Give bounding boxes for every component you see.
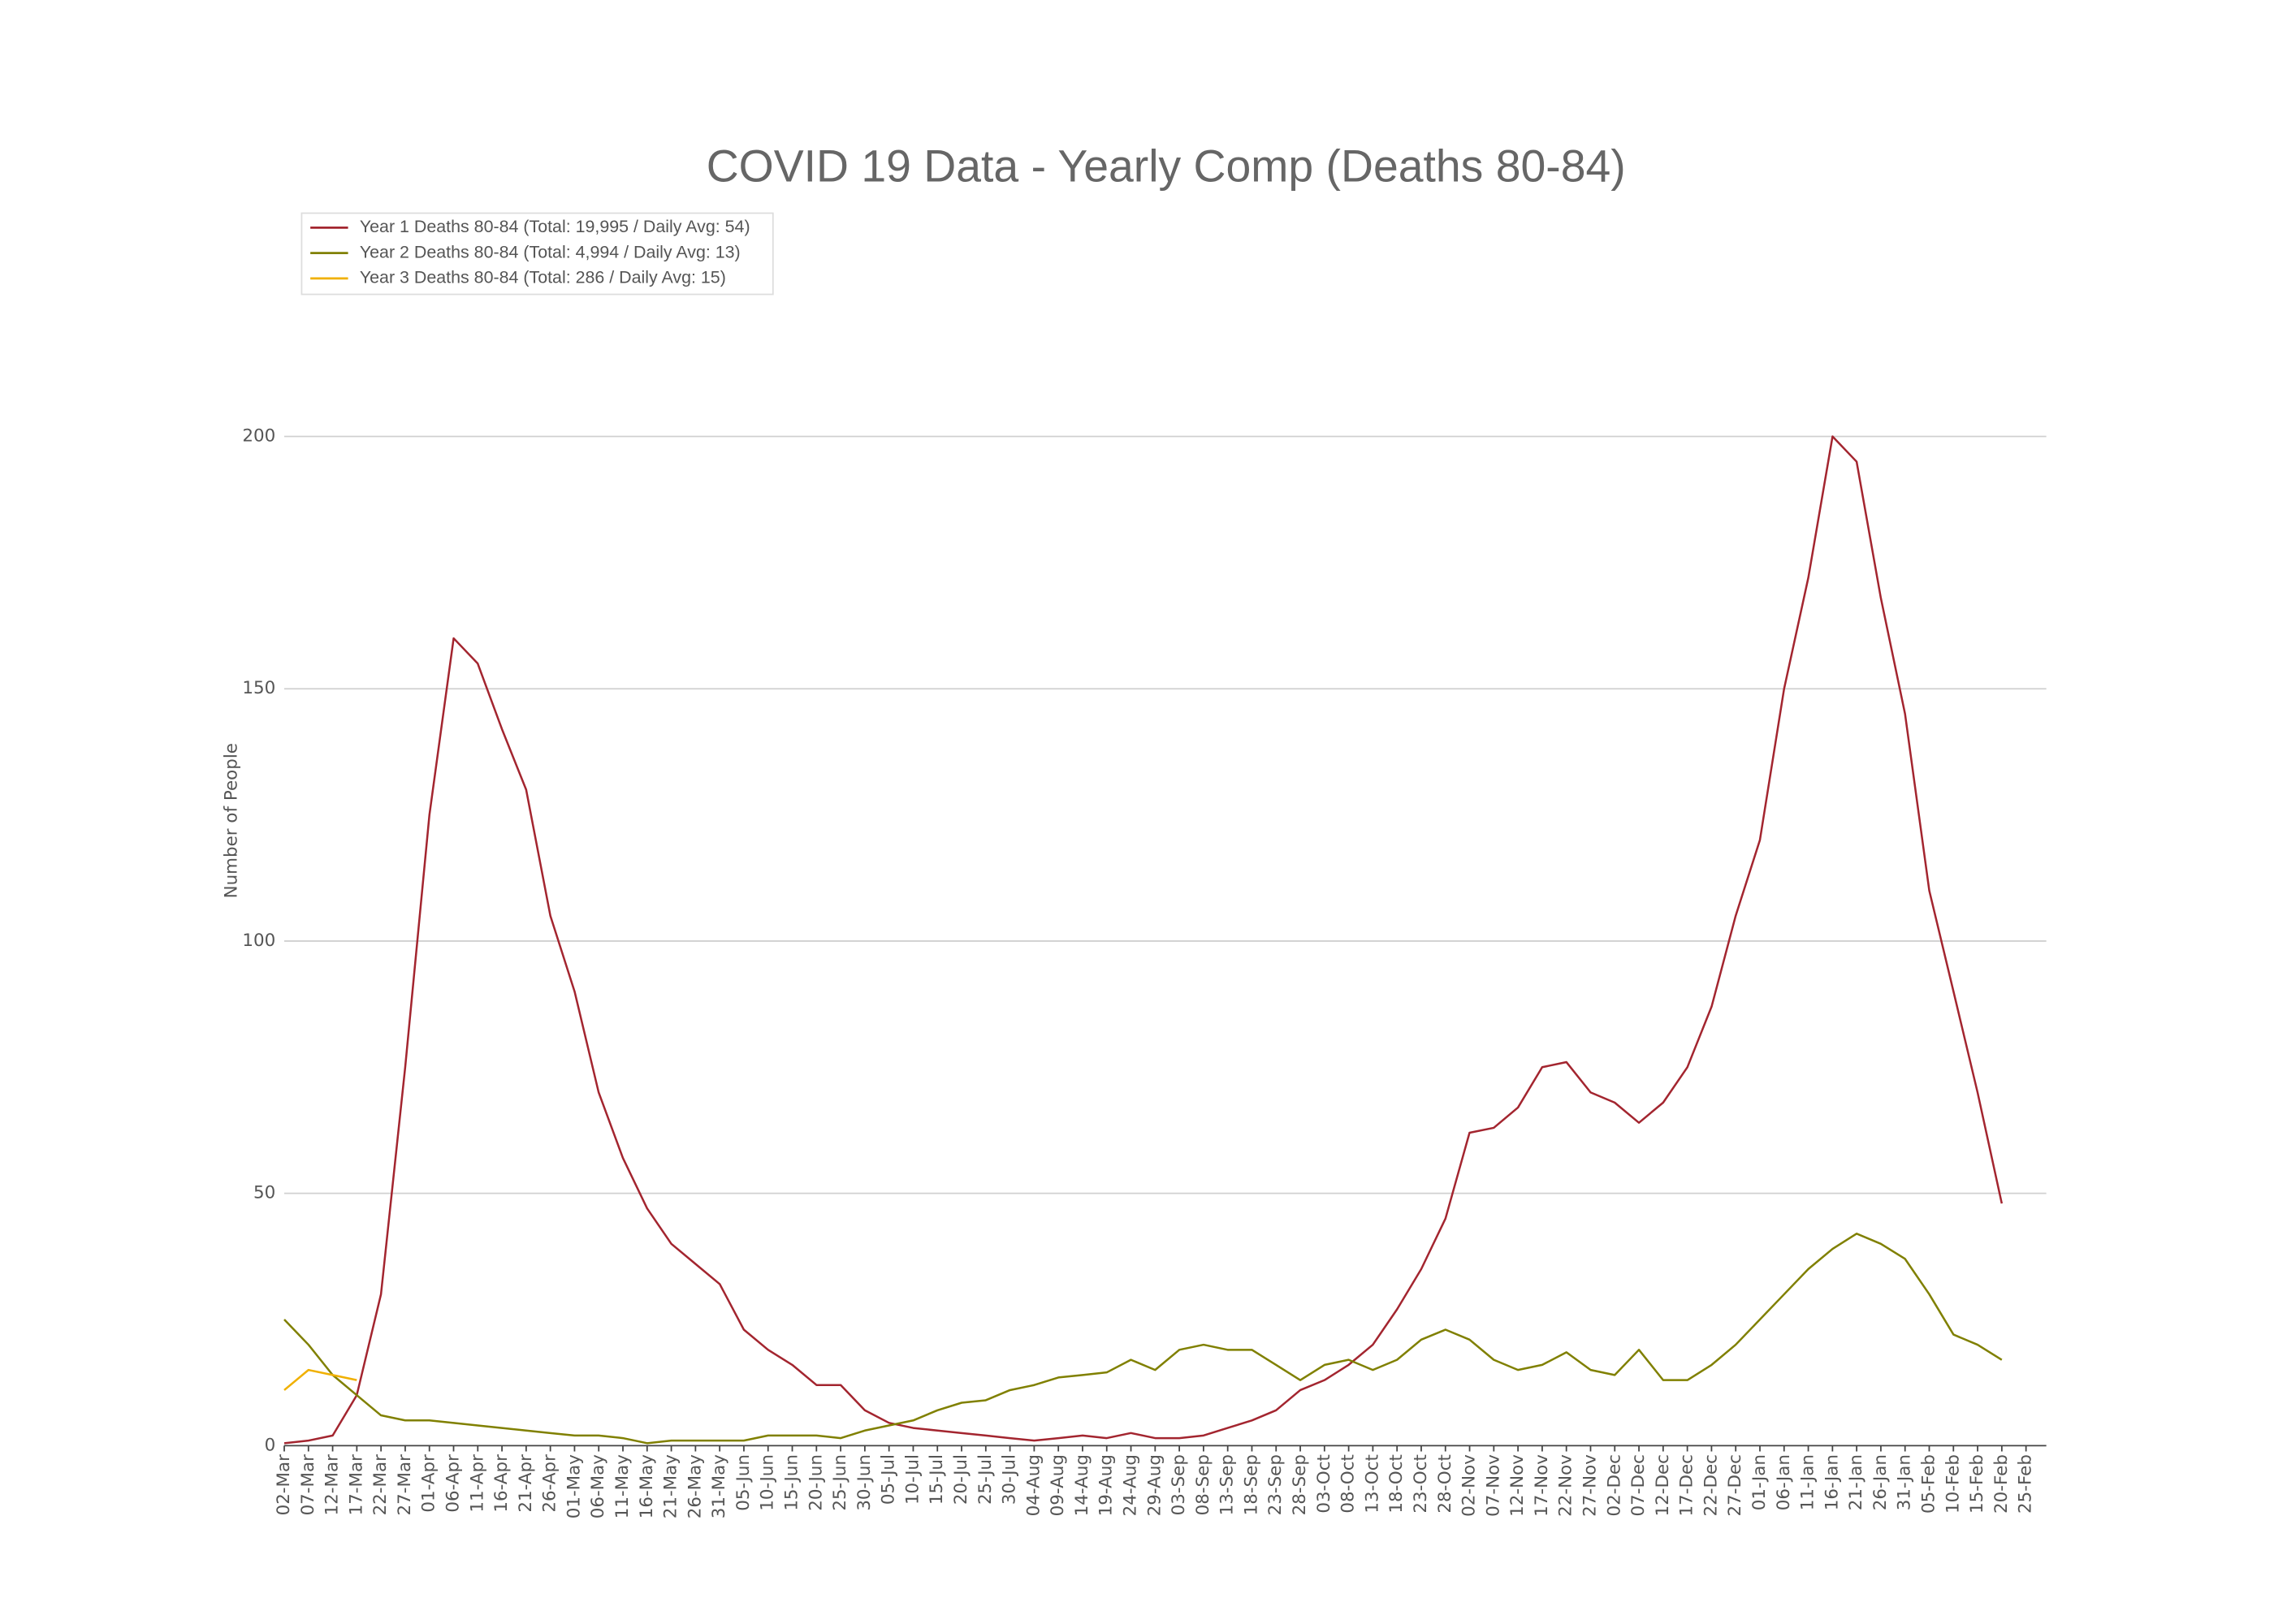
x-tick-label: 12-Nov xyxy=(1507,1454,1528,1517)
x-tick-label: 23-Oct xyxy=(1411,1454,1431,1514)
x-tick-label: 29-Aug xyxy=(1144,1454,1165,1516)
x-tick-label: 26-May xyxy=(685,1454,705,1519)
x-tick-label: 18-Oct xyxy=(1386,1454,1407,1514)
x-tick-label: 20-Jun xyxy=(806,1454,826,1511)
x-tick-label: 18-Sep xyxy=(1241,1454,1261,1515)
x-tick-label: 15-Jun xyxy=(782,1454,802,1511)
x-tick-label: 26-Jan xyxy=(1870,1454,1891,1510)
x-tick-label: 02-Dec xyxy=(1604,1454,1624,1516)
x-tick-label: 04-Aug xyxy=(1023,1454,1044,1516)
x-tick-label: 21-Jan xyxy=(1846,1454,1866,1510)
x-tick-label: 07-Dec xyxy=(1628,1454,1649,1516)
x-tick-label: 28-Sep xyxy=(1290,1454,1310,1515)
x-tick-label: 05-Jun xyxy=(733,1454,754,1511)
x-tick-label: 25-Jul xyxy=(975,1454,996,1505)
y-tick-label: 200 xyxy=(242,426,275,447)
x-tick-label: 02-Nov xyxy=(1459,1454,1480,1517)
x-tick-label: 07-Nov xyxy=(1483,1454,1503,1517)
x-tick-label: 08-Sep xyxy=(1193,1454,1213,1515)
x-tick-label: 26-Apr xyxy=(540,1454,560,1513)
x-tick-label: 20-Feb xyxy=(1991,1454,2012,1514)
series-line xyxy=(283,1233,2003,1445)
x-tick-label: 17-Mar xyxy=(346,1454,366,1516)
x-tick-label: 22-Dec xyxy=(1701,1454,1721,1516)
x-tick-label: 06-Apr xyxy=(443,1454,464,1513)
x-tick-label: 05-Jul xyxy=(879,1454,899,1505)
x-tick-label: 13-Oct xyxy=(1362,1454,1382,1514)
x-tick-label: 11-Jan xyxy=(1798,1454,1818,1510)
x-tick-label: 03-Oct xyxy=(1314,1454,1334,1514)
y-tick-label: 150 xyxy=(242,678,275,698)
legend-label: Year 3 Deaths 80-84 (Total: 286 / Daily … xyxy=(360,268,726,287)
x-tick-label: 11-Apr xyxy=(467,1454,487,1513)
x-tick-label: 10-Jul xyxy=(902,1454,923,1505)
x-tick-label: 22-Mar xyxy=(370,1454,391,1516)
x-tick-label: 14-Aug xyxy=(1072,1454,1092,1516)
x-tick-label: 06-May xyxy=(588,1454,608,1519)
x-tick-label: 16-May xyxy=(637,1454,657,1519)
legend-box xyxy=(300,212,774,296)
x-tick-label: 20-Jul xyxy=(951,1454,971,1505)
x-tick-label: 27-Dec xyxy=(1725,1454,1745,1516)
x-tick-label: 15-Feb xyxy=(1967,1454,1987,1514)
x-tick-label: 10-Jun xyxy=(758,1454,778,1511)
x-tick-label: 08-Oct xyxy=(1338,1454,1359,1514)
x-tick-label: 27-Nov xyxy=(1580,1454,1600,1517)
x-tick-label: 12-Dec xyxy=(1653,1454,1673,1516)
x-tick-label: 03-Sep xyxy=(1169,1454,1189,1515)
x-tick-label: 25-Jun xyxy=(830,1454,850,1511)
x-tick-label: 30-Jul xyxy=(1000,1454,1020,1505)
series-line xyxy=(283,1368,357,1391)
x-tick-label: 22-Nov xyxy=(1556,1454,1576,1517)
y-tick-label: 50 xyxy=(253,1183,275,1203)
x-tick-label: 21-Apr xyxy=(516,1454,536,1513)
x-tick-label: 25-Feb xyxy=(2016,1454,2036,1514)
x-tick-label: 30-Jun xyxy=(854,1454,875,1511)
x-tick-label: 06-Jan xyxy=(1774,1454,1794,1510)
x-tick-label: 24-Aug xyxy=(1121,1454,1141,1516)
x-tick-label: 17-Dec xyxy=(1677,1454,1697,1516)
x-tick-label: 31-May xyxy=(709,1454,729,1519)
y-tick-label: 100 xyxy=(242,931,275,951)
x-tick-label: 05-Feb xyxy=(1918,1454,1939,1514)
x-tick-label: 11-May xyxy=(612,1454,633,1519)
x-tick-label: 19-Aug xyxy=(1096,1454,1117,1516)
x-tick-label: 10-Feb xyxy=(1943,1454,1963,1514)
x-tick-label: 16-Apr xyxy=(491,1454,512,1513)
x-tick-label: 13-Sep xyxy=(1217,1454,1238,1515)
x-tick-label: 15-Jul xyxy=(927,1454,947,1505)
legend-label: Year 2 Deaths 80-84 (Total: 4,994 / Dail… xyxy=(360,242,741,261)
x-tick-label: 28-Oct xyxy=(1435,1454,1455,1514)
x-tick-label: 21-May xyxy=(661,1454,681,1519)
x-tick-label: 31-Jan xyxy=(1895,1454,1915,1510)
x-tick-label: 23-Sep xyxy=(1265,1454,1286,1515)
legend-label: Year 1 Deaths 80-84 (Total: 19,995 / Dai… xyxy=(360,217,750,236)
series-line xyxy=(283,435,2004,1445)
y-tick-label: 0 xyxy=(265,1435,276,1455)
x-tick-label: 07-Mar xyxy=(298,1454,318,1516)
chart-title: COVID 19 Data - Yearly Comp (Deaths 80-8… xyxy=(707,141,1626,192)
x-tick-label: 12-Mar xyxy=(322,1454,343,1516)
x-tick-label: 01-Apr xyxy=(419,1454,439,1513)
x-tick-label: 01-Jan xyxy=(1749,1454,1770,1510)
x-tick-label: 16-Jan xyxy=(1822,1454,1842,1510)
y-axis-label: Number of People xyxy=(222,743,242,898)
x-tick-label: 02-Mar xyxy=(274,1454,294,1516)
x-tick-label: 17-Nov xyxy=(1532,1454,1552,1517)
x-tick-label: 01-May xyxy=(564,1454,584,1519)
x-tick-label: 27-Mar xyxy=(395,1454,415,1516)
x-tick-label: 09-Aug xyxy=(1048,1454,1068,1516)
